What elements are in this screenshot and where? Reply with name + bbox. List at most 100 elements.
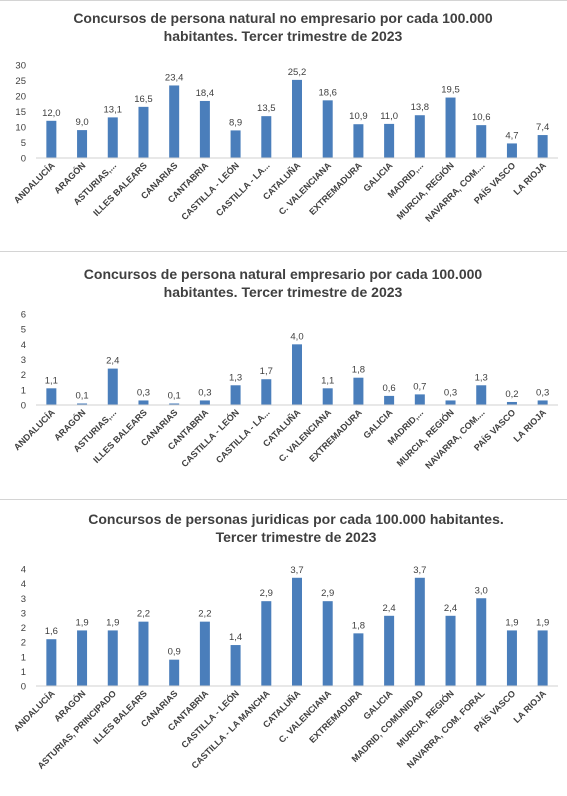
bar	[537, 135, 548, 158]
bar	[292, 577, 302, 686]
bar-value-label: 0,6	[383, 383, 396, 394]
bar	[476, 598, 487, 686]
x-tick-label: CASTILLA - LA...	[214, 160, 272, 218]
bar	[261, 601, 272, 686]
value-labels: 12,0 9,0 13,1 16,5 23,4 18,4 8,9 13,5 25,2 18,6 10…	[42, 67, 549, 142]
bar-value-label: 18,4	[196, 88, 215, 99]
bar-value-label: 2,4	[444, 603, 457, 614]
bar-value-label: 1,1	[45, 375, 58, 386]
x-tick-label: MURCIA, REGIÓN	[394, 407, 456, 469]
bar-value-label: 1,9	[75, 617, 88, 628]
y-tick-label: 3	[21, 355, 26, 366]
y-tick-label: 30	[15, 61, 26, 72]
bar	[199, 400, 210, 405]
bar	[77, 130, 88, 158]
y-tick-label: 15	[15, 107, 26, 118]
bar	[322, 100, 333, 158]
bars	[46, 577, 548, 686]
bar-value-label: 2,9	[321, 588, 334, 599]
bar-value-label: 1,8	[352, 620, 365, 631]
bar	[107, 630, 118, 686]
bars	[46, 344, 548, 405]
bar	[476, 385, 487, 405]
bar-value-label: 10,9	[349, 111, 368, 122]
bar	[169, 85, 180, 158]
x-tick-label: C. VALENCIANA	[277, 688, 334, 745]
bar-value-label: 1,9	[505, 617, 518, 628]
chart-panel-2: Concursos de persona natural empresario …	[0, 251, 567, 498]
y-tick-label: 2	[21, 638, 26, 649]
y-tick-label: 2	[21, 623, 26, 634]
bar	[384, 123, 395, 158]
x-tick-label: ILLES BALEARS	[91, 688, 149, 746]
bar-value-label: 2,4	[383, 603, 396, 614]
bar-value-label: 3,0	[475, 585, 488, 596]
y-tick-label: 20	[15, 92, 26, 103]
x-tick-label: NAVARRA, COM....	[423, 160, 486, 223]
bar-value-label: 0,3	[137, 387, 150, 398]
bar	[384, 615, 395, 686]
bar-value-label: 9,0	[75, 117, 88, 128]
x-tick-label: MURCIA, REGIÓN	[394, 160, 456, 222]
bar	[414, 577, 425, 686]
bar-value-label: 16,5	[134, 94, 153, 105]
bar-value-label: 25,2	[288, 67, 307, 78]
y-tick-label: 10	[15, 123, 26, 134]
bar-value-label: 4,7	[505, 130, 518, 141]
x-tick-label: ANDALUCÍA	[12, 160, 57, 205]
y-tick-label: 25	[15, 76, 26, 87]
bar	[169, 403, 180, 405]
y-tick-label: 0	[21, 682, 26, 693]
bar-value-label: 1,4	[229, 632, 242, 643]
y-tick-label: 4	[21, 340, 26, 351]
y-tick-label: 2	[21, 370, 26, 381]
bar	[138, 621, 149, 686]
bar-value-label: 0,7	[413, 381, 426, 392]
bar	[107, 117, 118, 158]
bar-value-label: 0,9	[168, 647, 181, 658]
bar	[138, 400, 149, 405]
y-tick-label: 1	[21, 667, 26, 678]
bar-value-label: 3,7	[413, 565, 426, 576]
chart-1: Concursos de persona natural no empresar…	[12, 10, 558, 224]
bar-value-label: 0,2	[505, 389, 518, 400]
bar	[77, 630, 88, 686]
bar	[261, 379, 272, 405]
x-tick-label: ANDALUCÍA	[12, 407, 57, 452]
y-tick-label: 1	[21, 652, 26, 663]
bar	[138, 106, 149, 158]
y-tick-label: 1	[21, 385, 26, 396]
bar	[414, 394, 425, 405]
y-tick-label: 5	[21, 325, 26, 336]
chart-title-line-2: habitantes. Tercer trimestre de 2023	[164, 28, 403, 44]
y-tick-label: 4	[21, 579, 26, 590]
y-tick-label: 5	[21, 138, 26, 149]
bar	[506, 143, 517, 158]
bar-value-label: 10,6	[472, 112, 491, 123]
x-tick-label: CASTILLA - LA...	[214, 407, 272, 465]
chart-title-line-2: habitantes. Tercer trimestre de 2023	[164, 284, 403, 300]
chart-2: Concursos de persona natural empresario …	[12, 266, 558, 471]
bar-value-label: 12,0	[42, 108, 61, 119]
bars	[46, 79, 548, 158]
x-tick-label: ILLES BALEARS	[91, 407, 149, 465]
x-tick-label: ILLES BALEARS	[91, 160, 149, 218]
y-tick-label: 4	[21, 565, 26, 576]
bar	[107, 368, 118, 405]
y-tick-label: 3	[21, 594, 26, 605]
bar-value-label: 1,9	[106, 617, 119, 628]
bar	[46, 120, 57, 158]
bar	[199, 100, 210, 158]
y-tick-label: 3	[21, 608, 26, 619]
bar	[353, 377, 364, 405]
bar-value-label: 2,9	[260, 588, 273, 599]
bar-value-label: 1,9	[536, 617, 549, 628]
bar-value-label: 8,9	[229, 117, 242, 128]
bar-value-label: 13,1	[104, 104, 123, 115]
x-tick-label: CASTILLA - LEÓN	[179, 688, 241, 750]
bar-value-label: 1,6	[45, 626, 58, 637]
bar	[77, 403, 88, 405]
chart-title-line-2: Tercer trimestre de 2023	[216, 529, 377, 545]
bar-value-label: 2,4	[106, 356, 119, 367]
